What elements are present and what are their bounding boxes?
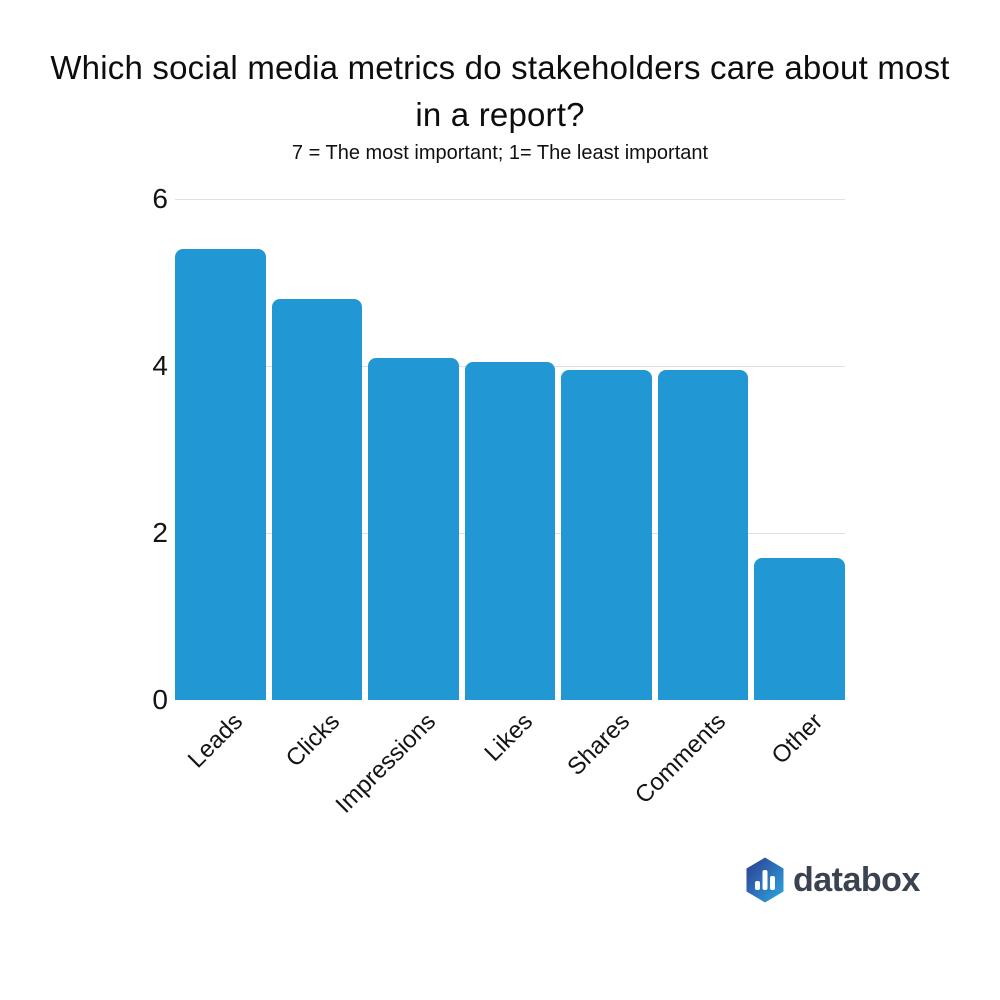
x-axis-label: Impressions <box>330 708 442 819</box>
bar-clicks <box>271 299 363 700</box>
x-axis-label: Shares <box>561 708 635 781</box>
bar-comments <box>657 370 749 700</box>
bar-likes <box>464 361 556 700</box>
x-axis-label: Likes <box>479 708 539 767</box>
databox-logo-text: databox <box>793 861 920 899</box>
bar-shares <box>561 370 652 700</box>
databox-hexagon-bar-chart-icon <box>746 857 784 903</box>
y-axis-tick-label: 4 <box>152 350 168 381</box>
gridline-6 <box>175 198 845 200</box>
y-axis-tick-label: 0 <box>152 684 168 715</box>
chart-subtitle: 7 = The most important; 1= The least imp… <box>291 142 709 164</box>
y-axis-tick-label: 2 <box>152 517 168 548</box>
x-axis-label: Clicks <box>280 708 345 773</box>
bar-leads <box>175 249 266 700</box>
chart-title: Which social media metrics do stakeholde… <box>50 49 950 133</box>
y-axis-tick-label: 6 <box>152 183 168 214</box>
x-axis-label: Comments <box>630 708 732 810</box>
x-axis-label: Other <box>766 708 828 770</box>
x-axis-label: Leads <box>183 708 249 774</box>
bar-impressions <box>368 357 459 700</box>
bar-other <box>754 558 845 700</box>
databox-logo: databox <box>746 856 920 904</box>
